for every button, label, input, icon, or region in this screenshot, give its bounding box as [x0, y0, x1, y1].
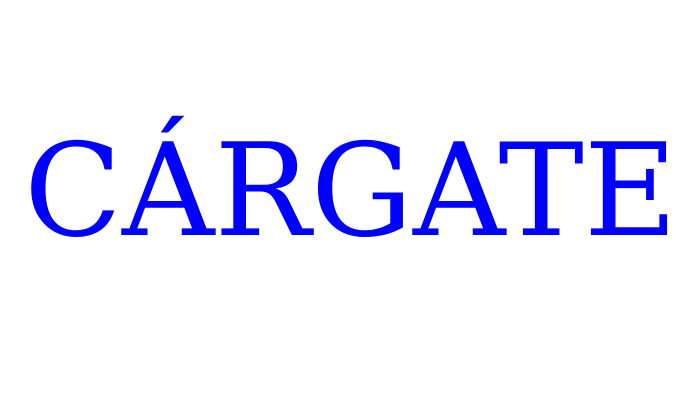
main-word: CÁRGATE	[24, 117, 678, 266]
